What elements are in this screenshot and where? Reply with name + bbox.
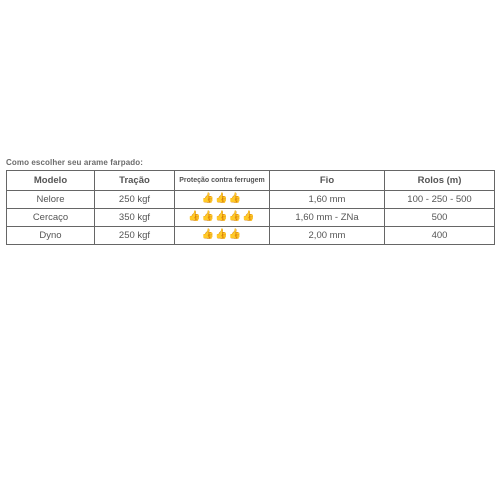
- table-row: Nelore 250 kgf 👍👍👍 1,60 mm 100 - 250 - 5…: [7, 191, 495, 209]
- col-tracao: Tração: [95, 171, 175, 191]
- col-modelo: Modelo: [7, 171, 95, 191]
- table-caption: Como escolher seu arame farpado:: [6, 158, 143, 167]
- cell-rolos: 500: [385, 209, 495, 227]
- cell-rating: 👍👍👍: [175, 191, 270, 209]
- cell-fio: 2,00 mm: [270, 227, 385, 245]
- cell-tracao: 350 kgf: [95, 209, 175, 227]
- cell-modelo: Cercaço: [7, 209, 95, 227]
- rating-icons: 👍👍👍: [202, 229, 242, 240]
- cell-rating: 👍👍👍: [175, 227, 270, 245]
- cell-rolos: 400: [385, 227, 495, 245]
- cell-rolos: 100 - 250 - 500: [385, 191, 495, 209]
- product-table: Modelo Tração Proteção contra ferrugem F…: [6, 170, 495, 245]
- col-rolos: Rolos (m): [385, 171, 495, 191]
- rating-icons: 👍👍👍👍👍: [188, 211, 255, 222]
- cell-rating: 👍👍👍👍👍: [175, 209, 270, 227]
- cell-modelo: Nelore: [7, 191, 95, 209]
- cell-fio: 1,60 mm: [270, 191, 385, 209]
- table-row: Cercaço 350 kgf 👍👍👍👍👍 1,60 mm - ZNa 500: [7, 209, 495, 227]
- col-protecao: Proteção contra ferrugem: [175, 171, 270, 191]
- cell-fio: 1,60 mm - ZNa: [270, 209, 385, 227]
- col-fio: Fio: [270, 171, 385, 191]
- table-row: Dyno 250 kgf 👍👍👍 2,00 mm 400: [7, 227, 495, 245]
- rating-icons: 👍👍👍: [202, 193, 242, 204]
- table-header-row: Modelo Tração Proteção contra ferrugem F…: [7, 171, 495, 191]
- cell-tracao: 250 kgf: [95, 227, 175, 245]
- cell-modelo: Dyno: [7, 227, 95, 245]
- cell-tracao: 250 kgf: [95, 191, 175, 209]
